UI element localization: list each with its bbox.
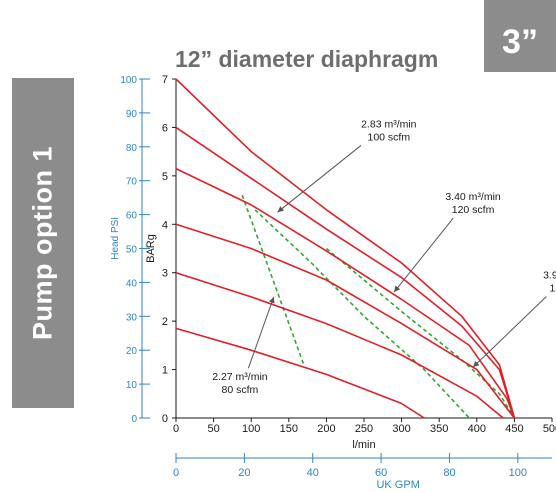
performance-curves: [175, 78, 516, 419]
annotation-flow-label: 3.96 m³/min: [543, 270, 556, 282]
x-tick-label: 450: [505, 423, 523, 435]
x-tick-label: 50: [207, 423, 219, 435]
x-tick-label: 150: [280, 423, 298, 435]
psi-tick-label: 0: [131, 414, 137, 425]
annotation-flow-label: 3.40 m³/min: [445, 191, 501, 203]
psi-tick-label: 30: [126, 312, 138, 323]
annotation-scfm-label: 140 scfm: [549, 283, 556, 295]
gpm-tick-label: 40: [307, 467, 319, 479]
annotation-leader-line: [277, 145, 362, 213]
psi-tick-label: 50: [126, 245, 138, 256]
gpm-tick-label: 20: [238, 467, 250, 479]
air-consumption-line: [325, 247, 516, 419]
axes-group: 0501001502002503003504004505000123456701…: [120, 74, 556, 479]
air-consumption-lines: [241, 194, 516, 419]
gpm-tick-label: 80: [443, 467, 455, 479]
x-tick-label: 500: [543, 423, 556, 435]
annotation-scfm-label: 100 scfm: [368, 131, 411, 143]
performance-curve: [175, 78, 516, 419]
air-consumption-line: [254, 209, 470, 419]
y-tick-label: 5: [162, 171, 168, 183]
psi-tick-label: 60: [126, 211, 138, 222]
psi-tick-label: 40: [126, 278, 138, 289]
gpm-tick-label: 60: [375, 467, 387, 479]
air-consumption-line: [241, 194, 305, 365]
performance-curve: [175, 223, 516, 419]
performance-curve: [175, 271, 504, 419]
annotation-scfm-label: 120 scfm: [452, 204, 495, 216]
annotation-flow-label: 2.27 m³/min: [212, 371, 268, 383]
performance-curve: [175, 167, 516, 419]
gpm-axis-label: UK GPM: [376, 479, 419, 491]
annotation-flow-label: 2.83 m³/min: [361, 118, 417, 130]
psi-tick-label: 10: [126, 380, 138, 391]
size-badge: 3”: [484, 0, 556, 72]
psi-tick-label: 100: [120, 75, 137, 86]
annotation-scfm-label: 80 scfm: [222, 384, 259, 396]
psi-tick-label: 70: [126, 177, 138, 188]
x-tick-label: 400: [468, 423, 486, 435]
y-tick-label: 3: [162, 268, 168, 280]
annotation-leader-line: [393, 217, 454, 293]
x-tick-label: 250: [355, 423, 373, 435]
pump-option-tab: Pump option 1: [12, 78, 74, 408]
y-tick-label: 0: [162, 413, 168, 425]
x-axis-label: l/min: [352, 439, 375, 451]
x-tick-label: 100: [242, 423, 260, 435]
annotation-leader-line: [247, 296, 275, 369]
psi-tick-label: 20: [126, 346, 138, 357]
x-tick-label: 0: [173, 423, 179, 435]
y-tick-label: 2: [162, 316, 168, 328]
y-tick-label: 6: [162, 122, 168, 134]
psi-tick-label: 80: [126, 143, 138, 154]
annotation-leader-line: [472, 296, 547, 368]
psi-axis-label: Head PSI: [110, 217, 121, 260]
y-tick-label: 7: [162, 74, 168, 86]
x-tick-label: 300: [392, 423, 410, 435]
x-tick-label: 200: [317, 423, 335, 435]
chart-title: 12” diameter diaphragm: [175, 46, 439, 72]
gpm-tick-label: 100: [509, 467, 527, 479]
x-tick-label: 350: [430, 423, 448, 435]
y-tick-label: 4: [162, 219, 168, 231]
y-axis-label: BARg: [145, 234, 157, 263]
psi-tick-label: 90: [126, 109, 138, 120]
gpm-tick-label: 0: [173, 467, 179, 479]
performance-curve: [175, 327, 425, 419]
performance-curve: [175, 126, 516, 419]
y-tick-label: 1: [162, 365, 168, 377]
